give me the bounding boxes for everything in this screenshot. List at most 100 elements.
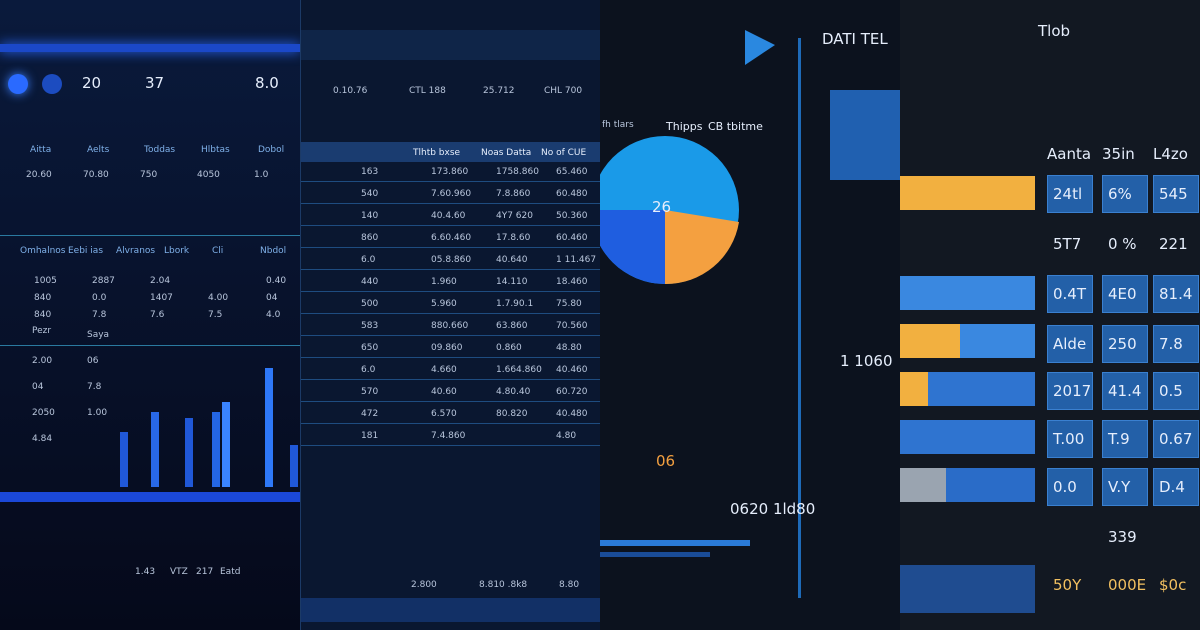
label: 2.800 [411, 580, 437, 590]
label: CB tbitme [708, 120, 763, 133]
progress [600, 540, 750, 546]
label: 540 [361, 189, 379, 199]
label: 0.10.76 [333, 86, 368, 96]
label: 1.0 [254, 170, 269, 180]
label: Eebi ias [68, 246, 104, 256]
label: 7.4.860 [431, 431, 466, 441]
label: fh tlars [602, 120, 634, 130]
label: 2.04 [150, 276, 171, 286]
label: 17.8.60 [496, 233, 531, 243]
label: 6.0 [361, 255, 376, 265]
label: D.4 [1159, 478, 1185, 496]
label: 50Y [1053, 576, 1082, 594]
label: 7.6 [150, 310, 165, 320]
label: 40.480 [556, 409, 588, 419]
label: Aelts [87, 145, 110, 155]
label: 7.8 [1159, 335, 1183, 353]
label: 6.60.460 [431, 233, 472, 243]
tile [1153, 325, 1199, 363]
panel-1: 20 37 8.0 Aitta Aelts Toddas Hlbtas Dobol 20.60 7… [0, 0, 300, 630]
panel-2: 0.10.76 CTL 188 25.712 CHL 700 Tlhtb bxse Noa… [300, 0, 601, 630]
label: 4.0 [266, 310, 281, 320]
label: 80.820 [496, 409, 528, 419]
label: 40.460 [556, 365, 588, 375]
label: 6.570 [431, 409, 457, 419]
progress [900, 324, 960, 358]
label: 570 [361, 387, 379, 397]
label: 181 [361, 431, 379, 441]
label: 65.460 [556, 167, 588, 177]
label: $0c [1159, 576, 1187, 594]
label: 173.860 [431, 167, 469, 177]
label: 5T7 [1053, 235, 1082, 253]
label: 1005 [34, 276, 57, 286]
label: Cli [212, 246, 224, 256]
rule [0, 345, 300, 346]
progress [900, 276, 1035, 310]
label: 06 [87, 356, 99, 366]
divider [798, 38, 801, 598]
bar [265, 368, 273, 487]
tile [1153, 420, 1199, 458]
label: 06 [656, 452, 676, 470]
tile [1102, 175, 1148, 213]
tile [1047, 175, 1093, 213]
label: 440 [361, 277, 379, 287]
label: CHL 700 [544, 86, 583, 96]
bar [212, 412, 220, 487]
label: 75.80 [556, 299, 582, 309]
row-rule [301, 335, 601, 336]
pie-slice [600, 210, 665, 284]
label: 7.5 [208, 310, 223, 320]
label: 1.43 [135, 567, 156, 577]
tile [1047, 275, 1093, 313]
label: 40.60 [431, 387, 457, 397]
label: Lbork [164, 246, 190, 256]
label: Aitta [30, 145, 52, 155]
tile [1047, 372, 1093, 410]
label: 0620 1ld80 [730, 500, 816, 518]
panel-3: DATI TEL fh tlars Thipps CB tbitme 26 06 0620 … [600, 0, 900, 630]
bar [151, 412, 159, 487]
footer-band [301, 598, 601, 622]
label: 8.810 .8k8 [479, 580, 528, 590]
label: 81.4 [1159, 285, 1193, 303]
label: 0.67 [1159, 430, 1193, 448]
label: Tlhtb bxse [413, 148, 461, 158]
logo [745, 30, 775, 65]
row-rule [301, 181, 601, 182]
label: 14.110 [496, 277, 528, 287]
label: Noas Datta [481, 148, 532, 158]
progress [900, 372, 928, 406]
label: 0.860 [496, 343, 522, 353]
label: Eatd [220, 567, 241, 577]
label: 50.360 [556, 211, 588, 221]
label: 840 [34, 293, 52, 303]
row-rule [301, 313, 601, 314]
label: 1 1060 [840, 352, 893, 370]
label: Hlbtas [201, 145, 230, 155]
label: 339 [1108, 528, 1137, 546]
progress [900, 468, 946, 502]
label: 05.8.860 [431, 255, 472, 265]
label: 221 [1159, 235, 1188, 253]
progress [900, 176, 1035, 210]
label: Alde [1053, 335, 1087, 353]
tile [1047, 420, 1093, 458]
label: 750 [140, 170, 158, 180]
label: 35in [1102, 145, 1135, 163]
label: Saya [87, 330, 110, 340]
tile [1102, 468, 1148, 506]
label: Aanta [1047, 145, 1092, 163]
label: 5.960 [431, 299, 457, 309]
label: Dobol [258, 145, 285, 155]
label: 09.860 [431, 343, 463, 353]
label: Pezr [32, 326, 52, 336]
rule [0, 235, 300, 236]
label: 63.860 [496, 321, 528, 331]
label: Thipps [666, 120, 703, 133]
label: Alvranos [116, 246, 156, 256]
table-header-band [301, 142, 601, 162]
glow-bar [0, 44, 300, 52]
row-rule [301, 203, 601, 204]
